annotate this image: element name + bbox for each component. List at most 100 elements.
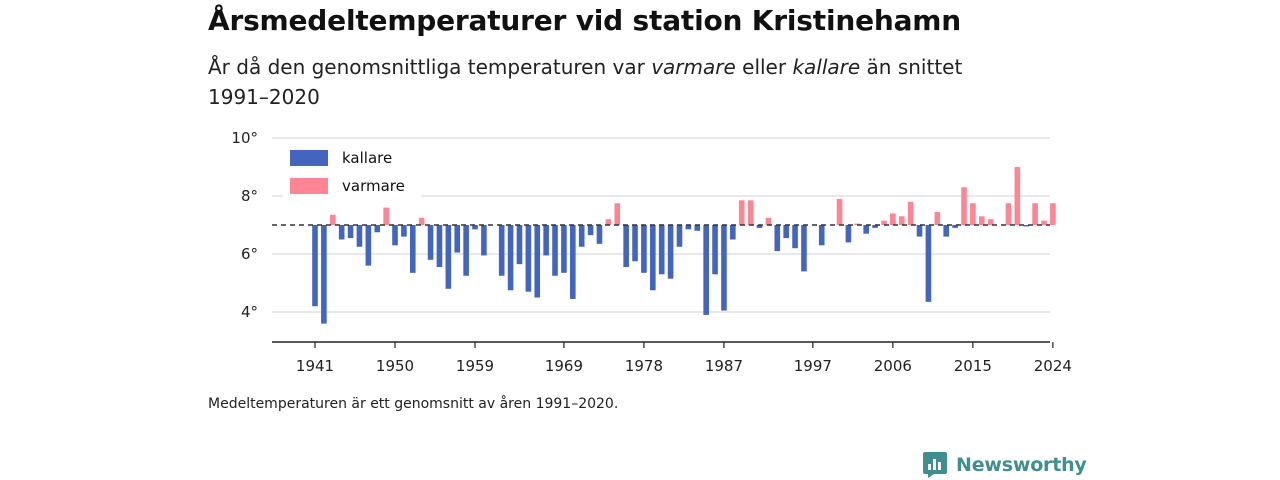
- bar-1970[interactable]: [570, 225, 576, 299]
- bar-1994[interactable]: [783, 225, 789, 239]
- bar-1976[interactable]: [623, 225, 629, 268]
- bar-1972[interactable]: [587, 225, 594, 236]
- bar-1950[interactable]: [392, 225, 398, 246]
- bar-1974[interactable]: [605, 219, 612, 225]
- legend-swatch-varmare: [290, 178, 328, 194]
- bar-1969[interactable]: [561, 225, 567, 273]
- bar-2006[interactable]: [890, 213, 896, 225]
- bar-1995[interactable]: [792, 225, 798, 249]
- bar-1948[interactable]: [374, 225, 381, 233]
- bar-1959[interactable]: [472, 225, 478, 230]
- bar-1949[interactable]: [383, 207, 389, 225]
- bar-1975[interactable]: [614, 203, 621, 225]
- bar-1943[interactable]: [329, 214, 336, 225]
- bar-2017[interactable]: [987, 219, 994, 225]
- bar-1962[interactable]: [498, 225, 505, 276]
- x-tick-label: 1987: [705, 357, 743, 375]
- bar-2003[interactable]: [863, 225, 869, 234]
- x-tick-label: 1969: [545, 357, 583, 375]
- bar-1965[interactable]: [525, 225, 532, 292]
- bar-2016[interactable]: [978, 216, 985, 225]
- footnote: Medeltemperaturen är ett genomsnitt av å…: [208, 396, 619, 412]
- brand-name: Newsworthy: [956, 454, 1087, 476]
- bar-2019[interactable]: [1005, 203, 1012, 225]
- bar-1988[interactable]: [730, 225, 736, 240]
- bar-1945[interactable]: [347, 225, 354, 239]
- y-tick-label: 10°: [231, 129, 258, 147]
- legend-label-varmare: varmare: [342, 177, 405, 195]
- bar-1992[interactable]: [765, 217, 772, 225]
- newsworthy-logo-icon: [923, 452, 947, 478]
- bar-1978[interactable]: [641, 225, 647, 273]
- x-tick-label: 2024: [1034, 357, 1072, 375]
- bar-2004[interactable]: [872, 225, 878, 228]
- bar-1983[interactable]: [685, 225, 692, 230]
- bar-1989[interactable]: [738, 200, 745, 225]
- bar-2021[interactable]: [1023, 225, 1029, 227]
- bar-1954[interactable]: [427, 225, 434, 260]
- bar-1993[interactable]: [774, 225, 781, 252]
- x-tick-label: 1941: [296, 357, 334, 375]
- subtitle-colder: kallare: [792, 55, 861, 79]
- bar-1990[interactable]: [747, 200, 754, 225]
- bar-1960[interactable]: [481, 225, 487, 256]
- brand-logo[interactable]: Newsworthy: [922, 451, 1087, 479]
- bar-2005[interactable]: [881, 220, 887, 225]
- bar-2001[interactable]: [845, 225, 852, 243]
- bar-1966[interactable]: [534, 225, 541, 298]
- bar-1941[interactable]: [312, 225, 318, 307]
- bar-2012[interactable]: [943, 225, 949, 237]
- legend-swatch-kallare: [290, 150, 328, 166]
- bar-2010[interactable]: [925, 225, 932, 302]
- bar-1971[interactable]: [578, 225, 585, 247]
- bar-1944[interactable]: [338, 225, 345, 240]
- bar-2020[interactable]: [1014, 167, 1021, 225]
- bar-1957[interactable]: [454, 225, 461, 253]
- chart-title: Årsmedeltemperaturer vid station Kristin…: [208, 4, 962, 37]
- bar-2013[interactable]: [952, 225, 958, 228]
- bar-1946[interactable]: [356, 225, 363, 247]
- bar-1973[interactable]: [596, 225, 603, 244]
- x-tick-label: 1997: [794, 357, 832, 375]
- bar-1982[interactable]: [676, 225, 683, 247]
- bar-2015[interactable]: [970, 203, 976, 225]
- x-tick-label: 1959: [456, 357, 494, 375]
- bar-1985[interactable]: [703, 225, 709, 315]
- bar-1977[interactable]: [632, 225, 638, 262]
- bar-1986[interactable]: [712, 225, 718, 275]
- bar-1998[interactable]: [818, 225, 825, 246]
- bar-1953[interactable]: [418, 217, 425, 225]
- bar-1967[interactable]: [543, 225, 549, 256]
- x-tick-label: 2015: [954, 357, 992, 375]
- bar-1955[interactable]: [436, 225, 443, 268]
- bar-1963[interactable]: [507, 225, 514, 291]
- bar-1958[interactable]: [463, 225, 469, 276]
- bar-1951[interactable]: [401, 225, 407, 237]
- bar-1981[interactable]: [667, 225, 674, 279]
- bar-2024[interactable]: [1050, 203, 1056, 225]
- bar-2023[interactable]: [1041, 220, 1047, 225]
- bar-1987[interactable]: [721, 225, 727, 311]
- bar-1991[interactable]: [756, 225, 763, 228]
- y-tick-label: 6°: [241, 245, 258, 263]
- bar-1947[interactable]: [365, 225, 372, 266]
- bar-2008[interactable]: [907, 201, 914, 225]
- subtitle-warmer: varmare: [651, 55, 736, 79]
- bar-1996[interactable]: [801, 225, 807, 272]
- bar-1964[interactable]: [516, 225, 523, 265]
- bar-1952[interactable]: [409, 225, 416, 273]
- chart-subtitle: År då den genomsnittliga temperaturen va…: [208, 52, 1028, 112]
- bar-2009[interactable]: [916, 225, 923, 237]
- bar-2014[interactable]: [961, 187, 967, 225]
- bar-1956[interactable]: [445, 225, 452, 289]
- subtitle-part-2: eller: [735, 55, 793, 79]
- bar-2022[interactable]: [1032, 203, 1038, 225]
- bar-1980[interactable]: [658, 225, 665, 275]
- bar-2011[interactable]: [934, 211, 941, 225]
- bar-1979[interactable]: [650, 225, 656, 291]
- bar-1942[interactable]: [321, 225, 327, 324]
- bar-1984[interactable]: [694, 225, 701, 231]
- bar-2007[interactable]: [898, 216, 905, 225]
- bar-1968[interactable]: [552, 225, 558, 276]
- bar-2000[interactable]: [836, 198, 843, 225]
